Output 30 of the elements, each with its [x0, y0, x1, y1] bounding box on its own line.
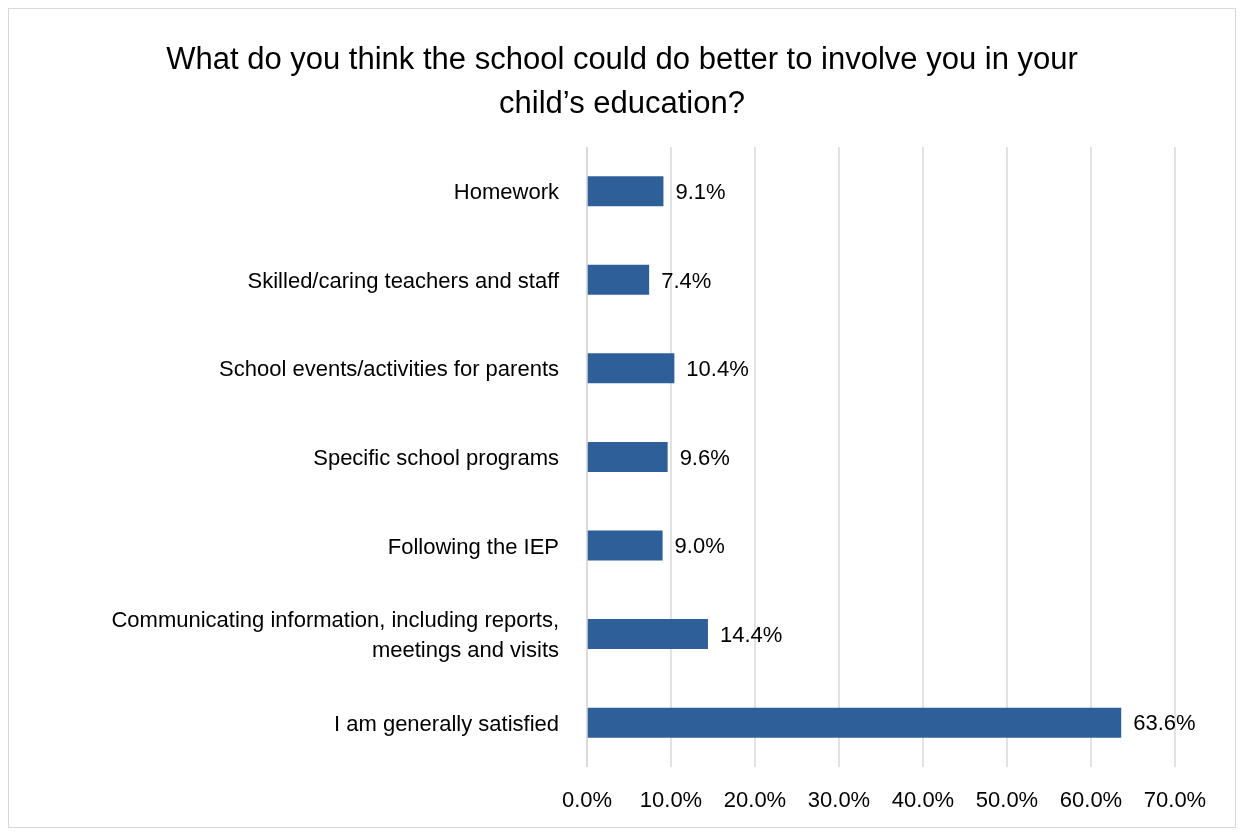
- y-tick-label: Skilled/caring teachers and staff: [247, 267, 560, 293]
- x-tick-label: 40.0%: [891, 786, 955, 812]
- x-tick-label: 30.0%: [807, 786, 871, 812]
- bar: [587, 176, 664, 207]
- x-tick-label: 10.0%: [639, 786, 703, 812]
- data-label: 10.4%: [686, 356, 749, 382]
- data-label: 9.6%: [679, 444, 730, 470]
- bar: [587, 530, 663, 561]
- y-tick-label: Specific school programs: [313, 444, 559, 470]
- data-label: 9.1%: [675, 179, 726, 205]
- x-tick-label: 20.0%: [723, 786, 787, 812]
- x-tick-label: 70.0%: [1143, 786, 1207, 812]
- bar: [587, 353, 675, 384]
- y-tick-label: Following the IEP: [387, 533, 559, 559]
- x-tick-label: 0.0%: [561, 786, 613, 812]
- x-tick-label: 60.0%: [1059, 786, 1123, 812]
- y-tick-label: Homework: [453, 178, 560, 204]
- data-label: 7.4%: [661, 267, 712, 293]
- y-tick-label: Communicating information, including reports, meetings and visits: [111, 606, 559, 662]
- data-label: 63.6%: [1133, 710, 1196, 736]
- bar: [587, 619, 708, 650]
- chart-title: What do you think the school could do better to involve you in your child’s education?: [165, 40, 1079, 122]
- data-label: 9.0%: [674, 533, 725, 559]
- bar: [587, 441, 668, 472]
- x-tick-label: 50.0%: [975, 786, 1039, 812]
- y-tick-label: School events/activities for parents: [219, 355, 559, 381]
- bar: [587, 707, 1122, 738]
- data-label: 14.4%: [719, 621, 783, 647]
- bar: [587, 264, 650, 295]
- y-tick-label: I am generally satisfied: [334, 710, 559, 736]
